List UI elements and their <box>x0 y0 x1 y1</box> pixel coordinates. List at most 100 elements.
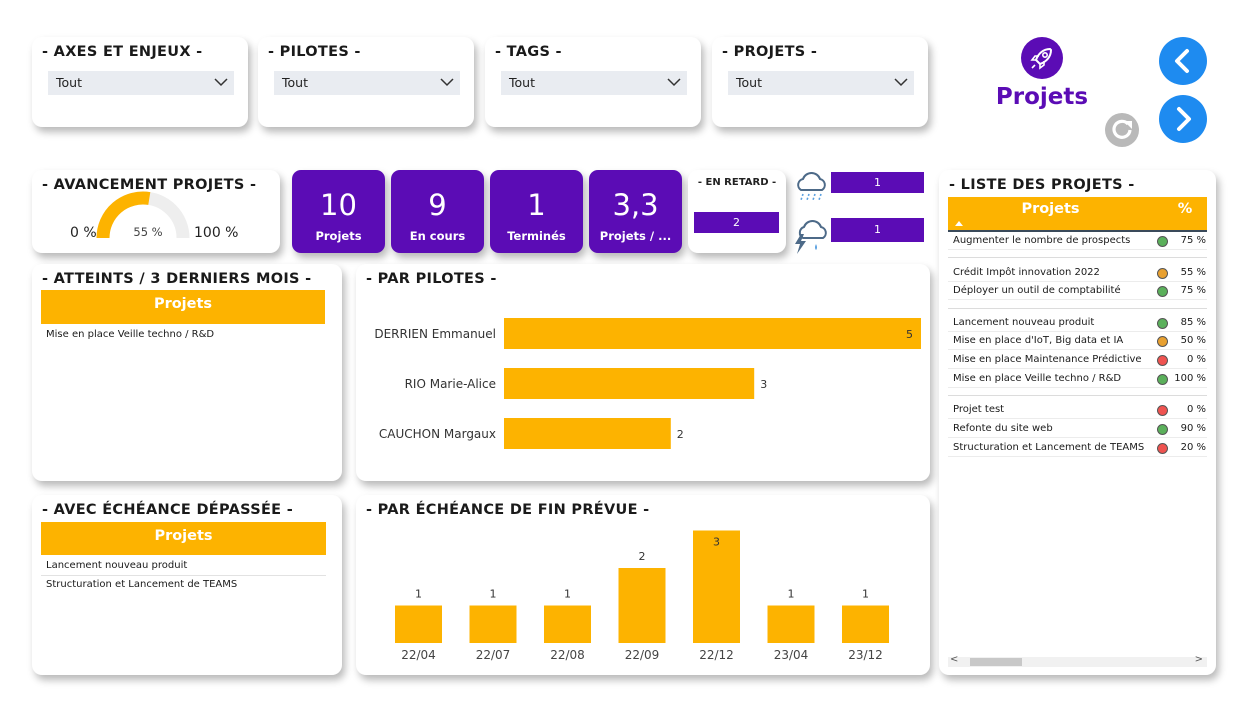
table-row[interactable]: Structuration et Lancement de TEAMS 20 % <box>948 441 1207 457</box>
prev-button[interactable] <box>1159 37 1207 85</box>
horizontal-scrollbar[interactable]: < > <box>948 654 1207 667</box>
liste-projets-title: - LISTE DES PROJETS - <box>949 177 1135 193</box>
brand-title: Projets <box>995 84 1089 110</box>
table-row[interactable]: Mise en place Veille techno / R&D 100 % <box>948 372 1207 388</box>
project-name: Mise en place Maintenance Prédictive <box>953 354 1142 365</box>
kpi-value: 9 <box>428 188 447 222</box>
status-dot-icon <box>1157 355 1168 366</box>
select-value: Tout <box>509 75 535 90</box>
filter-projets: - PROJETS - Tout <box>712 37 928 127</box>
project-name: Refonte du site web <box>953 423 1053 434</box>
echeance-bar[interactable] <box>469 605 517 644</box>
scroll-right-arrow[interactable]: > <box>1194 654 1203 665</box>
list-item: Lancement nouveau produit <box>46 560 188 571</box>
kpi-label: Projets / ... <box>599 229 672 243</box>
project-pct: 0 % <box>1186 354 1206 365</box>
tags-select[interactable]: Tout <box>501 71 687 95</box>
par-pilotes-chart: DERRIEN Emmanuel 5 RIO Marie-Alice 3 CAUCHON… <box>374 318 921 449</box>
next-button[interactable] <box>1159 95 1207 143</box>
pilotes-select[interactable]: Tout <box>274 71 460 95</box>
refresh-button[interactable] <box>1105 113 1139 147</box>
echeance-bar[interactable] <box>618 568 666 643</box>
par-echeance-card: - PAR ÉCHÉANCE DE FIN PRÉVUE - 1 22/04 1 22… <box>356 495 930 675</box>
par-echeance-chart: 1 22/04 1 22/07 1 22/08 2 22/09 3 22/12 1 23/04 1 23/… <box>395 530 889 662</box>
kpi-en-cours: 9 En cours <box>391 170 484 253</box>
weather-rain-value: 1 <box>831 172 924 193</box>
progress-gauge <box>96 191 190 239</box>
filter-title: - TAGS - <box>495 44 562 60</box>
echeance-bar-value: 1 <box>490 588 497 601</box>
scroll-left-arrow[interactable]: < <box>950 654 959 665</box>
list-item: Mise en place Veille techno / R&D <box>46 329 215 340</box>
liste-projets-card: - LISTE DES PROJETS - Projets % Augmente… <box>939 170 1216 675</box>
kpi-label: Projets <box>315 229 362 243</box>
echeance-bar-value: 1 <box>862 588 869 601</box>
kpi-projets-par: 3,3 Projets / ... <box>589 170 682 253</box>
column-header-projets[interactable]: Projets <box>1021 201 1080 217</box>
filter-pilotes: - PILOTES - Tout <box>258 37 474 127</box>
echeance-bar[interactable] <box>842 605 889 644</box>
kpi-value: 3,3 <box>612 188 659 222</box>
pilote-bar[interactable] <box>504 318 921 349</box>
echeance-bar[interactable] <box>544 605 591 644</box>
kpi-value: 1 <box>527 188 546 222</box>
select-value: Tout <box>282 75 308 90</box>
table-row[interactable]: Mise en place Maintenance Prédictive 0 % <box>948 353 1207 369</box>
chevron-down-icon <box>667 78 681 87</box>
echeance-category-label: 22/04 <box>401 648 436 662</box>
project-name: Structuration et Lancement de TEAMS <box>953 442 1145 453</box>
project-name: Mise en place Veille techno / R&D <box>953 373 1122 384</box>
echeance-bar[interactable] <box>693 530 740 644</box>
table-row[interactable]: Déployer un outil de comptabilité 75 % <box>948 284 1207 300</box>
projets-select[interactable]: Tout <box>728 71 914 95</box>
filter-title: - AXES ET ENJEUX - <box>42 44 203 60</box>
pilote-bar[interactable] <box>504 418 671 449</box>
table-row[interactable]: Crédit Impôt innovation 2022 55 % <box>948 266 1207 282</box>
echeance-depassee-title: - AVEC ÉCHÉANCE DÉPASSÉE - <box>42 502 294 518</box>
pilote-bar-value: 2 <box>677 428 684 441</box>
par-pilotes-title: - PAR PILOTES - <box>366 271 497 287</box>
axes-enjeux-select[interactable]: Tout <box>48 71 234 95</box>
kpi-label: Terminés <box>507 229 566 243</box>
en-retard-value: 2 <box>694 212 779 233</box>
gauge-max-label: 100 % <box>194 225 239 241</box>
echeance-bar-value: 1 <box>415 588 422 601</box>
table-row[interactable]: Refonte du site web 90 % <box>948 422 1207 438</box>
filter-tags: - TAGS - Tout <box>485 37 701 127</box>
table-row[interactable]: Augmenter le nombre de prospects 75 % <box>948 234 1207 250</box>
pilote-bar[interactable] <box>504 368 755 399</box>
column-header-pct[interactable]: % <box>1177 201 1193 217</box>
gauge-value-label: 55 % <box>133 225 163 239</box>
table-row[interactable]: Lancement nouveau produit 85 % <box>948 316 1207 332</box>
echeance-category-label: 23/12 <box>848 648 883 662</box>
filter-title: - PROJETS - <box>722 44 818 60</box>
kpi-label: En cours <box>409 229 466 243</box>
sort-ascending-icon[interactable] <box>954 219 964 227</box>
status-dot-icon <box>1157 424 1168 435</box>
filter-title: - PILOTES - <box>268 44 361 60</box>
status-dot-icon <box>1157 318 1168 329</box>
echeance-bar[interactable] <box>767 605 815 644</box>
liste-header-underline <box>948 230 1207 232</box>
project-pct: 55 % <box>1180 267 1206 278</box>
status-dot-icon <box>1157 405 1168 416</box>
table-row[interactable]: Projet test 0 % <box>948 403 1207 419</box>
status-dot-icon <box>1157 443 1168 454</box>
status-dot-icon <box>1157 374 1168 385</box>
en-retard-card: - EN RETARD - 2 <box>688 170 786 253</box>
project-name: Projet test <box>953 404 1005 415</box>
echeance-bar-value: 3 <box>713 536 720 549</box>
status-dot-icon <box>1157 268 1168 279</box>
echeance-category-label: 22/08 <box>550 648 585 662</box>
select-value: Tout <box>736 75 762 90</box>
chevron-left-icon <box>1175 49 1189 73</box>
table-row[interactable]: Mise en place d'IoT, Big data et IA 50 % <box>948 334 1207 350</box>
atteints-title: - ATTEINTS / 3 DERNIERS MOIS - <box>42 271 312 287</box>
scrollbar-thumb[interactable] <box>970 658 1022 666</box>
project-pct: 75 % <box>1180 235 1206 246</box>
echeance-bar[interactable] <box>395 605 442 644</box>
project-pct: 50 % <box>1180 335 1206 346</box>
par-pilotes-card: - PAR PILOTES - DERRIEN Emmanuel 5 RIO Mar… <box>356 264 930 481</box>
select-value: Tout <box>56 75 82 90</box>
echeance-bar-value: 2 <box>639 550 646 563</box>
